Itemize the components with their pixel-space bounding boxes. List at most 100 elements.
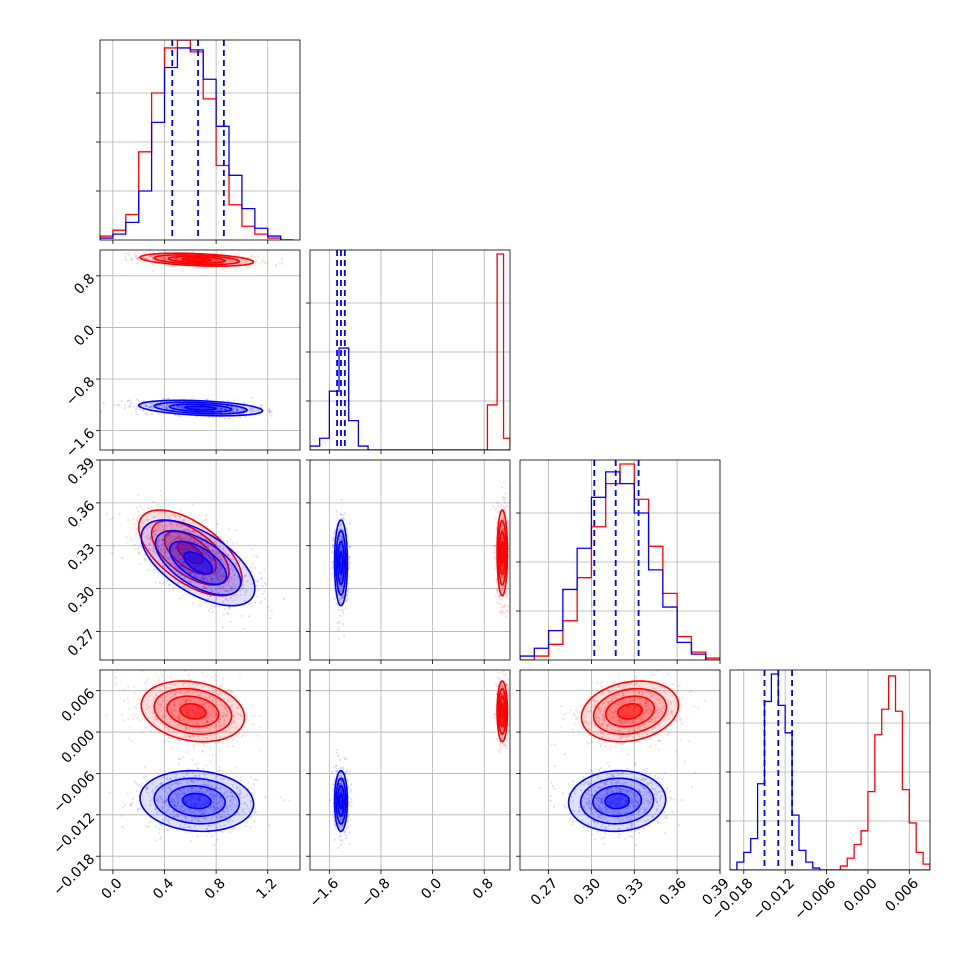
hist-series-b <box>310 347 510 450</box>
contour-series_a <box>166 695 220 728</box>
contour-series_b <box>168 540 228 586</box>
contour-series_a <box>167 255 227 264</box>
contour-series_a <box>163 530 217 576</box>
contour-series_b <box>604 792 631 810</box>
contour-series_a <box>496 509 509 597</box>
contour-series_b <box>333 519 349 607</box>
contour-series_b <box>140 519 256 607</box>
x-tick-label: −0.8 <box>358 875 393 910</box>
contour-series_a <box>150 519 230 586</box>
x-tick-label: 0.000 <box>841 875 881 915</box>
x-tick-label: −0.006 <box>791 875 839 923</box>
contour-series_b <box>335 777 347 825</box>
panel-frame <box>729 669 931 871</box>
y-tick-label: 0.0 <box>71 322 98 349</box>
y-tick-label: 0.27 <box>65 626 98 659</box>
hist-series-b <box>520 471 720 660</box>
x-tick-label: 0.30 <box>571 875 604 908</box>
contour-series_b <box>139 769 255 833</box>
contour-series_b <box>167 785 226 818</box>
scatter-panel-0-3 <box>96 669 301 874</box>
x-tick-label: 0.27 <box>528 875 561 908</box>
contour-series_b <box>338 551 344 575</box>
y-tick-label: 0.8 <box>71 271 98 298</box>
contour-series_b <box>336 540 345 586</box>
y-tick-label: 0.006 <box>59 686 99 726</box>
contour-series_a <box>153 687 233 735</box>
contour-series_b <box>181 792 212 810</box>
contour-series_a <box>498 695 506 728</box>
contour-series_a <box>617 702 643 720</box>
hist-series-b <box>730 673 930 870</box>
contour-series_a <box>500 541 505 565</box>
x-tick-label: 0.4 <box>150 875 177 902</box>
x-tick-label: 0.006 <box>882 875 922 915</box>
hist-panel-2 <box>516 459 721 664</box>
density-fill-series_b <box>605 793 630 809</box>
contour-series_b <box>333 769 349 833</box>
contour-series_b <box>154 529 242 596</box>
contour-series_b <box>592 785 643 818</box>
contour-series_a <box>592 687 668 735</box>
hist-series-a <box>730 675 930 870</box>
density-fill-series_a <box>180 703 206 719</box>
y-tick-label: 0.39 <box>65 455 98 488</box>
y-tick-label: −1.6 <box>63 426 98 461</box>
contour-series_a <box>497 687 507 735</box>
panel-frame <box>519 459 721 661</box>
x-tick-label: 0.33 <box>614 875 647 908</box>
contour-series_b <box>567 769 667 833</box>
x-tick-label: −1.6 <box>307 875 342 910</box>
contour-series_a <box>580 680 680 743</box>
contour-series_b <box>335 529 347 596</box>
hist-series-a <box>520 463 720 660</box>
scatter-panel-0-1 <box>96 249 301 454</box>
contour-series_a <box>179 702 207 720</box>
panel-frame <box>309 459 511 661</box>
contour-series_b <box>137 399 264 417</box>
panel-frame <box>99 669 301 871</box>
panel-frame <box>519 669 721 871</box>
x-tick-label: 0.0 <box>418 875 445 902</box>
panel-frame <box>99 249 301 451</box>
panel-frame <box>309 669 511 871</box>
x-tick-label: 1.2 <box>253 875 280 902</box>
contour-series_a <box>181 257 212 263</box>
y-tick-label: 0.000 <box>59 727 99 767</box>
scatter-panel-0-2 <box>96 459 301 664</box>
contour-series_a <box>497 519 507 586</box>
density-fill-series_b <box>182 793 211 809</box>
hist-series-a <box>100 40 294 240</box>
contour-series_a <box>500 702 505 720</box>
contour-series_b <box>336 785 345 818</box>
y-tick-label: −0.006 <box>50 768 98 816</box>
contour-series_b <box>579 777 655 825</box>
density-fill-series_a <box>617 703 643 719</box>
x-tick-label: −0.012 <box>750 875 798 923</box>
contour-series_a <box>137 509 243 597</box>
x-tick-label: 0.36 <box>657 875 690 908</box>
contour-series_b <box>184 405 217 411</box>
y-tick-label: 0.33 <box>65 541 98 574</box>
hist-series-b <box>100 47 294 240</box>
scatter-panel-2-3 <box>516 669 721 874</box>
panel-frame <box>99 39 301 241</box>
contour-series_b <box>338 792 344 810</box>
contour-series_b <box>153 401 248 415</box>
hist-panel-1 <box>306 249 511 454</box>
contour-series_a <box>140 680 246 743</box>
y-tick-label: −0.012 <box>50 810 98 858</box>
contour-series_a <box>604 695 656 728</box>
density-fill-series_b <box>183 552 213 574</box>
x-tick-label: 0.8 <box>470 875 497 902</box>
contour-series_a <box>498 530 506 576</box>
y-tick-label: −0.8 <box>63 374 98 409</box>
hist-panel-3 <box>726 669 931 874</box>
contour-series_a <box>496 680 509 743</box>
y-tick-label: 0.36 <box>65 498 98 531</box>
scatter-panel-1-2 <box>306 459 511 664</box>
hist-series-a <box>310 253 510 450</box>
hist-panel-0 <box>96 39 301 244</box>
panel-frame <box>99 459 301 661</box>
